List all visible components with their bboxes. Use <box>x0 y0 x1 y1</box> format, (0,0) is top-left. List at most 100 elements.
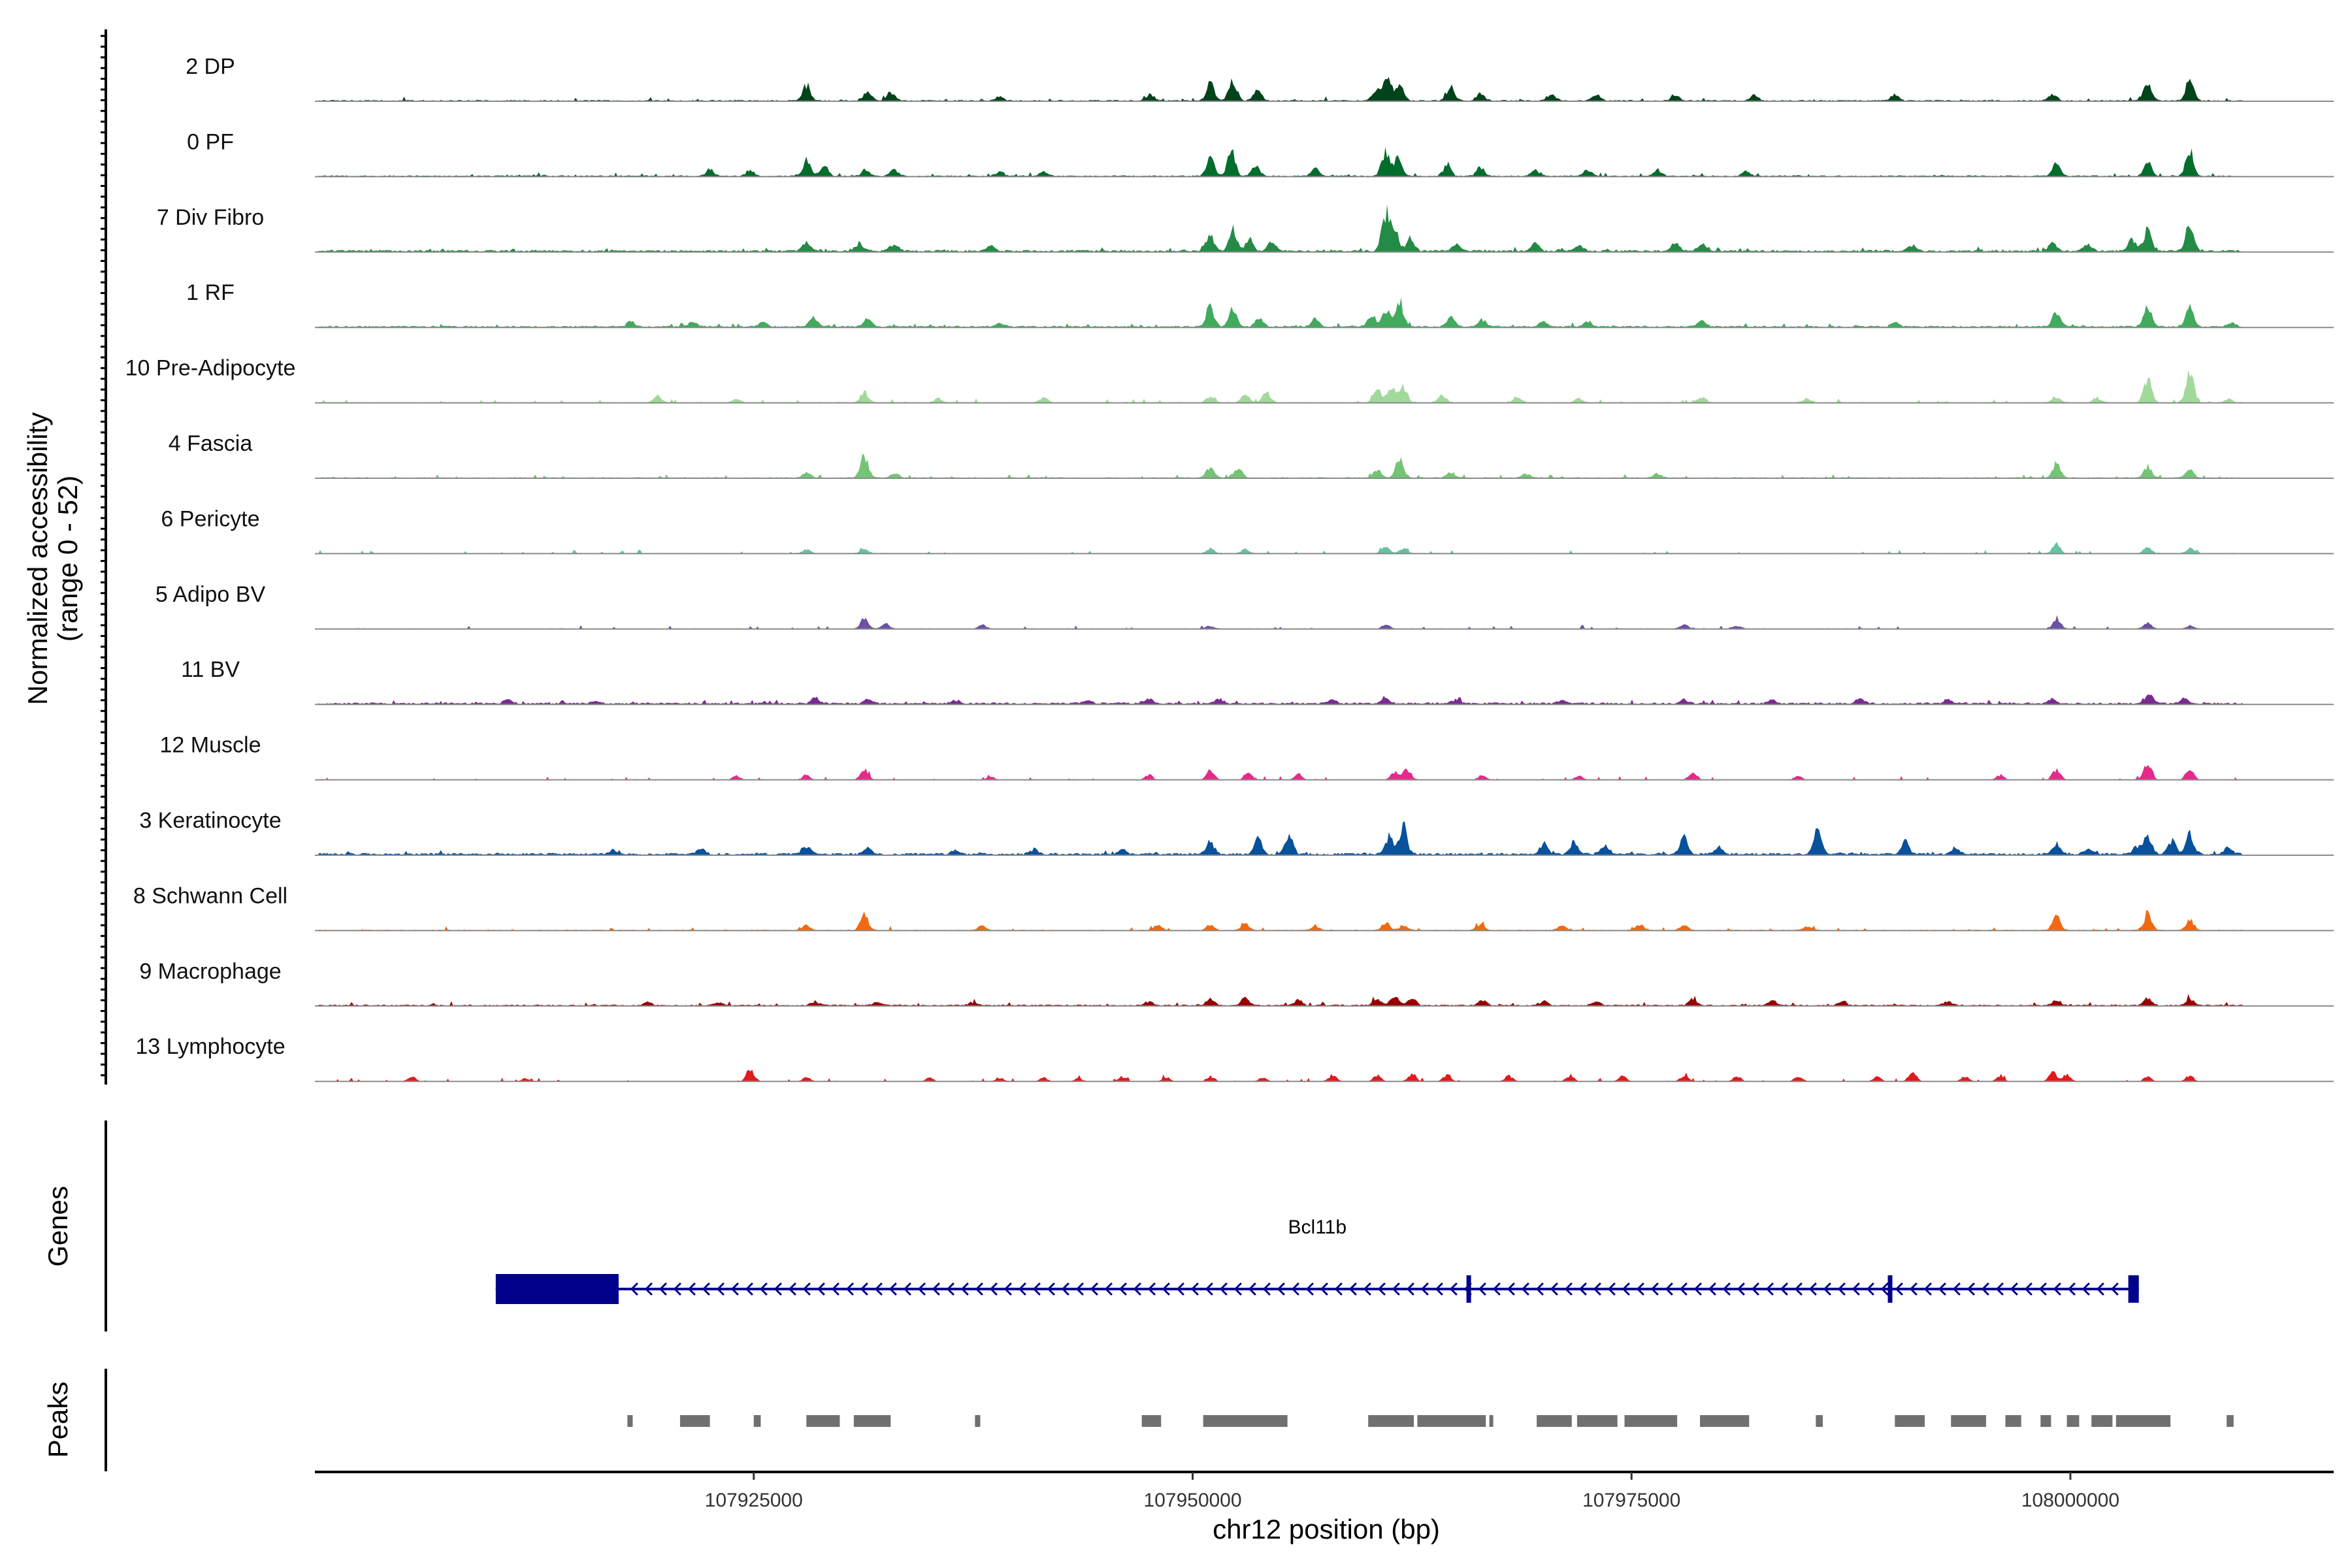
coverage-area <box>318 77 2243 101</box>
strand-arrow <box>917 1282 926 1296</box>
strand-arrow <box>1823 1282 1831 1296</box>
track-0-pf: 0 PF <box>187 129 2334 178</box>
strand-arrow <box>1967 1282 1975 1296</box>
track-1-rf: 1 RF <box>186 280 2334 329</box>
strand-arrow <box>2067 1282 2076 1296</box>
peak-region <box>1816 1415 1823 1427</box>
track-3-keratinocyte: 3 Keratinocyte <box>139 808 2334 856</box>
strand-arrow <box>1679 1282 1688 1296</box>
peak-region <box>2227 1415 2234 1427</box>
strand-arrow <box>630 1282 638 1296</box>
strand-arrow <box>1507 1282 1515 1296</box>
strand-arrow <box>1104 1282 1113 1296</box>
coverage-y-axis-title: Normalized accessibility (range 0 - 52) <box>22 412 83 705</box>
gene-name-label: Bcl11b <box>1288 1217 1347 1238</box>
peak-region <box>1489 1415 1494 1427</box>
coverage-area <box>318 453 2243 478</box>
strand-arrow <box>1693 1282 1702 1296</box>
track-4-fascia: 4 Fascia <box>169 431 2334 479</box>
track-9-macrophage: 9 Macrophage <box>139 959 2334 1007</box>
peak-region <box>2005 1415 2021 1427</box>
peak-region <box>2040 1415 2051 1427</box>
strand-arrow <box>730 1282 739 1296</box>
track-2-dp: 2 DP <box>186 54 2334 102</box>
strand-arrow <box>1895 1282 1903 1296</box>
y-axis-title-line2: (range 0 - 52) <box>52 476 83 642</box>
peak-region <box>1951 1415 1986 1427</box>
peak-region <box>1368 1415 1414 1427</box>
strand-arrow <box>788 1282 796 1296</box>
strand-arrow <box>1406 1282 1414 1296</box>
strand-arrow <box>817 1282 825 1296</box>
strand-arrow <box>1047 1282 1055 1296</box>
strand-arrow <box>845 1282 854 1296</box>
peak-region <box>853 1415 891 1427</box>
strand-arrow <box>1291 1282 1299 1296</box>
coverage-area <box>318 615 2243 629</box>
strand-arrow <box>1981 1282 1989 1296</box>
strand-arrow <box>1866 1282 1874 1296</box>
strand-arrow <box>1765 1282 1774 1296</box>
track-label: 10 Pre-Adipocyte <box>125 356 296 381</box>
track-12-muscle: 12 Muscle <box>160 733 2334 781</box>
strand-arrow <box>1564 1282 1573 1296</box>
strand-arrow <box>1622 1282 1630 1296</box>
strand-arrow <box>1248 1282 1256 1296</box>
strand-arrow <box>1233 1282 1242 1296</box>
coverage-area <box>318 994 2243 1006</box>
strand-arrow <box>860 1282 868 1296</box>
strand-arrow <box>673 1282 681 1296</box>
strand-arrow <box>1420 1282 1429 1296</box>
peak-region <box>1576 1415 1618 1427</box>
track-5-adipo-bv: 5 Adipo BV <box>155 582 2334 630</box>
strand-arrow <box>2096 1282 2104 1296</box>
strand-arrow <box>1277 1282 1285 1296</box>
strand-arrow <box>1018 1282 1026 1296</box>
coverage-tracks: 2 DP 0 PF 7 Div Fibro 1 RF 10 Pre-Adipocyte 4… <box>125 54 2334 1083</box>
peak-region <box>2091 1415 2113 1427</box>
genes-panel-label: Genes <box>42 1186 73 1267</box>
coverage-area <box>318 821 2243 855</box>
strand-arrow <box>2038 1282 2047 1296</box>
x-tick-label: 108000000 <box>2021 1490 2119 1511</box>
strand-arrow <box>2053 1282 2061 1296</box>
strand-arrow <box>1535 1282 1544 1296</box>
x-axis-title: chr12 position (bp) <box>1213 1514 1440 1544</box>
strand-arrow <box>1032 1282 1041 1296</box>
x-tick-label: 107950000 <box>1143 1490 1241 1511</box>
strand-arrow <box>659 1282 667 1296</box>
strand-arrow <box>1607 1282 1616 1296</box>
strand-arrow <box>1147 1282 1156 1296</box>
track-label: 5 Adipo BV <box>155 582 266 607</box>
peak-region <box>1203 1415 1288 1427</box>
strand-arrow <box>774 1282 782 1296</box>
strand-arrow <box>1780 1282 1788 1296</box>
strand-arrow <box>1665 1282 1673 1296</box>
track-10-pre-adipocyte: 10 Pre-Adipocyte <box>125 356 2334 404</box>
strand-arrow <box>1004 1282 1012 1296</box>
peak-region <box>753 1415 761 1427</box>
peak-region <box>1700 1415 1750 1427</box>
strand-arrow <box>960 1282 969 1296</box>
strand-arrow <box>1190 1282 1199 1296</box>
strand-arrow <box>975 1282 983 1296</box>
gene-exon <box>1466 1275 1471 1303</box>
peak-regions <box>627 1415 2234 1427</box>
track-label: 13 Lymphocyte <box>135 1034 285 1059</box>
peak-region <box>627 1415 633 1427</box>
coverage-area <box>318 694 2243 705</box>
track-label: 2 DP <box>186 54 235 79</box>
strand-arrow <box>1219 1282 1228 1296</box>
strand-arrow <box>2082 1282 2090 1296</box>
strand-arrow <box>1650 1282 1659 1296</box>
track-label: 4 Fascia <box>169 431 253 456</box>
track-label: 9 Macrophage <box>139 959 281 984</box>
track-6-pericyte: 6 Pericyte <box>161 506 2334 555</box>
strand-arrow <box>1119 1282 1127 1296</box>
track-label: 1 RF <box>186 280 235 305</box>
strand-arrow <box>745 1282 753 1296</box>
coverage-area <box>318 764 2243 780</box>
strand-arrow <box>1061 1282 1070 1296</box>
